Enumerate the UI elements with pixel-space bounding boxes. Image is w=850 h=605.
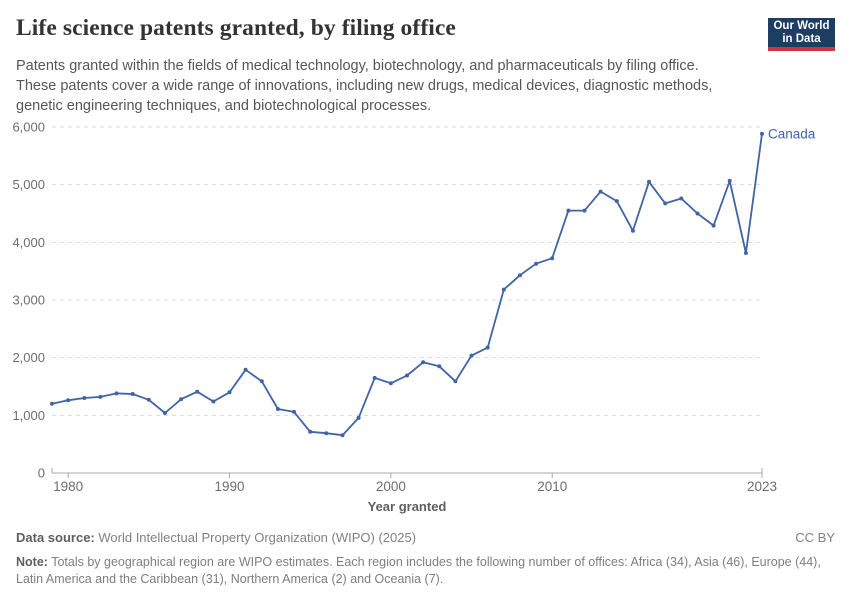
- note-label: Note:: [16, 555, 48, 569]
- source-row: Data source: World Intellectual Property…: [16, 530, 835, 545]
- page-title: Life science patents granted, by filing …: [16, 15, 456, 41]
- owid-logo[interactable]: Our World in Data: [768, 18, 835, 51]
- data-point[interactable]: [388, 381, 393, 386]
- data-point[interactable]: [211, 399, 216, 404]
- data-point[interactable]: [275, 407, 280, 411]
- license-link[interactable]: CC BY: [795, 530, 835, 545]
- data-point[interactable]: [227, 390, 232, 395]
- data-point[interactable]: [647, 179, 651, 184]
- data-point[interactable]: [534, 261, 539, 266]
- data-point[interactable]: [453, 379, 458, 384]
- data-source-label: Data source:: [16, 530, 95, 545]
- y-tick-label: 3,000: [12, 293, 45, 308]
- y-tick-label: 1,000: [12, 408, 45, 423]
- data-point[interactable]: [485, 345, 490, 350]
- data-point[interactable]: [50, 401, 54, 406]
- data-point[interactable]: [163, 411, 167, 415]
- data-point[interactable]: [324, 431, 329, 436]
- data-point[interactable]: [146, 397, 151, 402]
- owid-logo-line2: in Data: [782, 32, 821, 45]
- x-axis-title: Year granted: [368, 499, 447, 514]
- x-tick-label: 2000: [376, 479, 406, 494]
- data-point[interactable]: [292, 409, 296, 414]
- y-tick-label: 5,000: [12, 177, 45, 192]
- data-point[interactable]: [356, 415, 361, 420]
- chart-subtitle: Patents granted within the fields of med…: [16, 58, 713, 114]
- data-point[interactable]: [727, 178, 732, 183]
- y-tick-label: 2,000: [12, 350, 45, 365]
- x-tick-label: 2010: [537, 479, 567, 494]
- data-point[interactable]: [243, 367, 248, 372]
- data-point[interactable]: [308, 429, 313, 434]
- data-point[interactable]: [130, 392, 135, 396]
- data-point[interactable]: [582, 208, 587, 213]
- data-point[interactable]: [598, 189, 603, 194]
- data-point[interactable]: [372, 375, 377, 380]
- x-tick-label: 2023: [747, 479, 777, 494]
- data-point[interactable]: [437, 364, 442, 369]
- data-point[interactable]: [663, 201, 668, 206]
- chart-footer: Data source: World Intellectual Property…: [16, 530, 835, 588]
- y-tick-label: 6,000: [12, 120, 45, 135]
- data-point[interactable]: [66, 398, 71, 403]
- data-point[interactable]: [340, 433, 345, 438]
- data-point[interactable]: [469, 353, 474, 358]
- data-source-line: Data source: World Intellectual Property…: [16, 530, 416, 545]
- data-point[interactable]: [195, 389, 200, 394]
- x-tick-label: 1980: [53, 479, 83, 494]
- data-point[interactable]: [82, 396, 87, 400]
- data-point[interactable]: [679, 196, 684, 201]
- data-point[interactable]: [421, 360, 426, 365]
- x-tick-label: 1990: [214, 479, 244, 494]
- data-point[interactable]: [711, 223, 716, 228]
- data-point[interactable]: [760, 131, 764, 136]
- data-point[interactable]: [630, 228, 635, 233]
- data-point[interactable]: [405, 373, 409, 378]
- data-point[interactable]: [743, 251, 748, 255]
- data-point[interactable]: [518, 273, 522, 278]
- note-text: Totals by geographical region are WIPO e…: [16, 555, 821, 586]
- data-source-text: World Intellectual Property Organization…: [98, 530, 417, 545]
- data-point[interactable]: [114, 391, 119, 396]
- data-point[interactable]: [98, 394, 103, 399]
- data-point[interactable]: [259, 379, 264, 384]
- chart-note: Note: Totals by geographical region are …: [16, 554, 828, 588]
- data-point[interactable]: [614, 199, 619, 204]
- y-tick-label: 0: [38, 466, 45, 481]
- y-tick-label: 4,000: [12, 235, 45, 250]
- series-line-canada[interactable]: [51, 132, 763, 437]
- data-point[interactable]: [695, 211, 700, 216]
- owid-logo-line1: Our World: [773, 19, 830, 32]
- data-point[interactable]: [566, 208, 571, 213]
- data-point[interactable]: [501, 287, 506, 292]
- series-label-canada[interactable]: Canada: [768, 126, 816, 141]
- data-point[interactable]: [550, 256, 555, 261]
- data-point[interactable]: [179, 397, 184, 402]
